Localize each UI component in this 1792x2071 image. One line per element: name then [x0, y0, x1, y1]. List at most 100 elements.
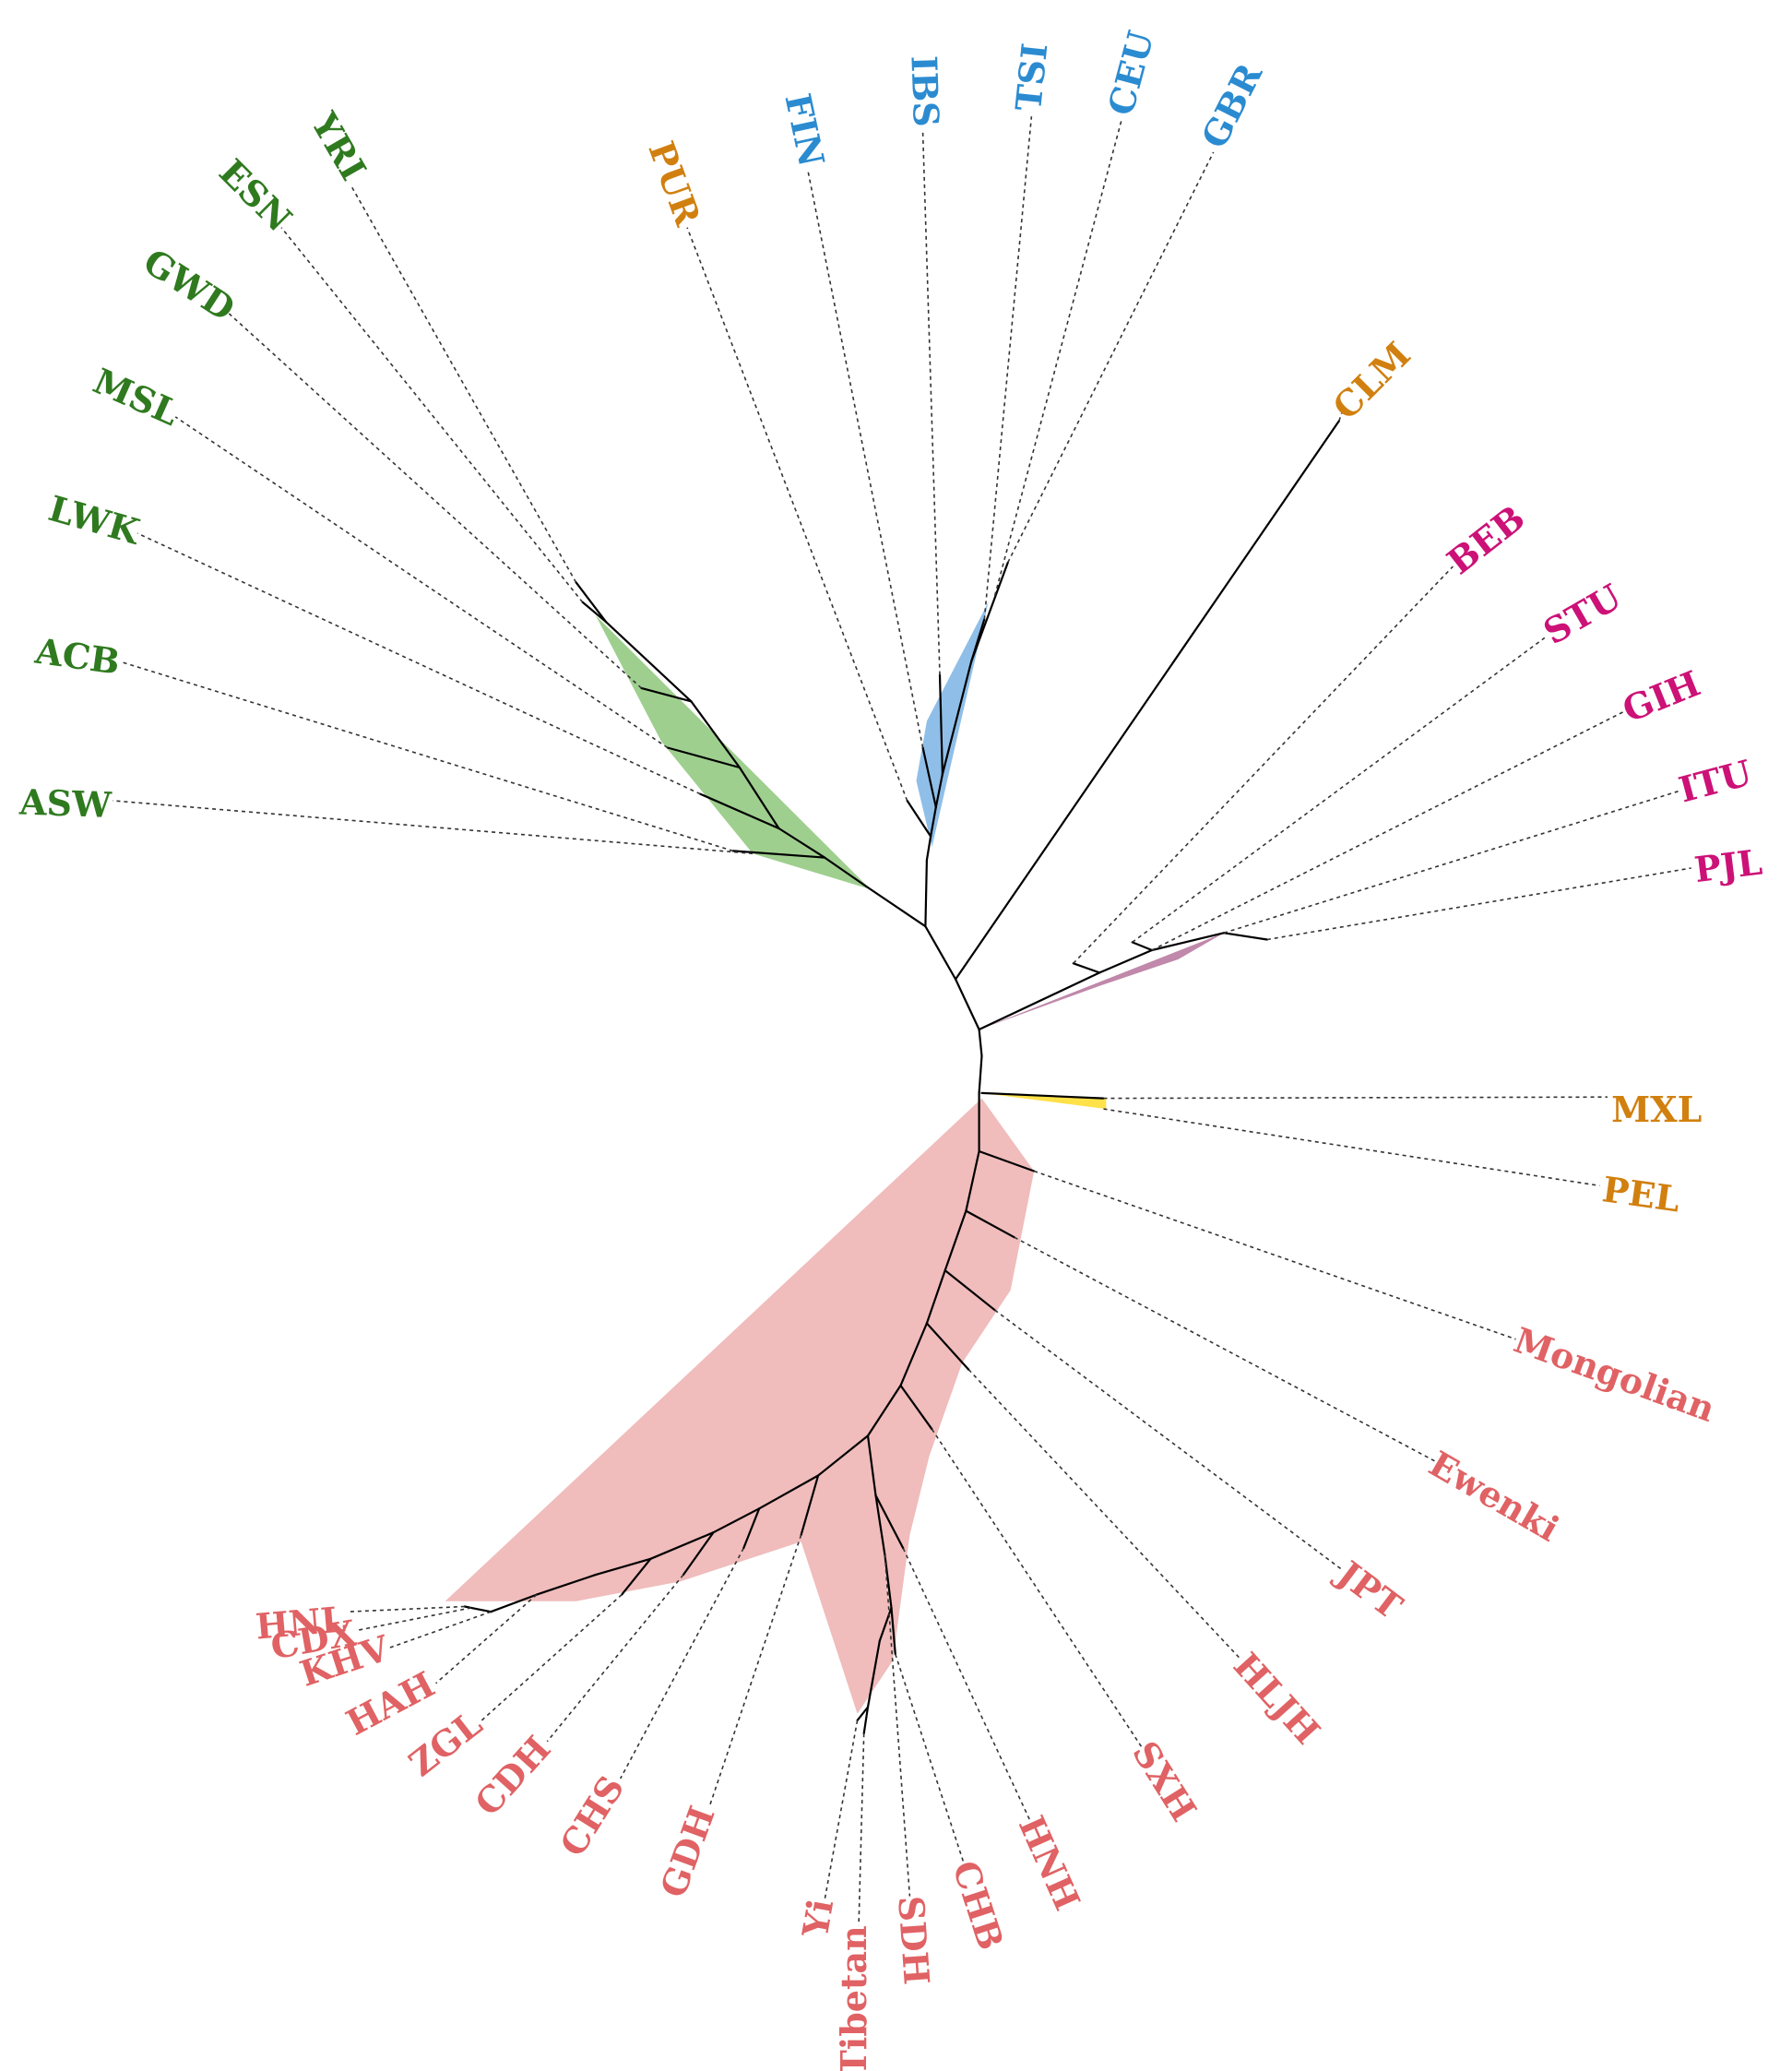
tree-branch [943, 1268, 996, 1312]
tree-branch [777, 827, 826, 859]
leader-line-chs [619, 1548, 744, 1779]
tree-branch [823, 856, 868, 888]
tip-label-fin: FIN [777, 89, 833, 170]
tree-branch [980, 1091, 1105, 1100]
tree-branch [925, 1322, 970, 1371]
tree-branch [1131, 941, 1154, 952]
tip-label-stu: STU [1537, 576, 1628, 652]
tree-branch [865, 885, 927, 928]
leader-line-yri [350, 184, 577, 583]
tree-branch [649, 1531, 715, 1560]
leader-line-msl [174, 416, 669, 749]
leader-line-lwk [136, 532, 701, 795]
tip-label-mxl: MXL [1611, 1089, 1702, 1130]
leader-line-beb [1073, 565, 1454, 964]
tip-label-hnl: HNL [254, 1598, 347, 1647]
leader-line-gbr [1007, 151, 1215, 564]
tree-branch [965, 1209, 1016, 1239]
tree-branch [978, 1054, 983, 1095]
leader-line-mxl [1103, 1096, 1608, 1100]
tree-branch [866, 1639, 881, 1708]
tree-branch [604, 621, 693, 703]
clade-shades [445, 601, 1224, 1714]
tree-branch [924, 925, 957, 981]
tree-branch [594, 1557, 652, 1577]
tree-branch [758, 1474, 820, 1510]
tree-branch [921, 746, 937, 809]
tip-label-gdh: GDH [652, 1801, 723, 1903]
leader-line-clm [1338, 412, 1343, 422]
leader-line-chb [895, 1653, 966, 1866]
tip-label-esn: ESN [211, 151, 300, 240]
tree-branch [965, 1149, 980, 1212]
leader-line-tibetan [858, 1733, 865, 1926]
tip-label-ewenki: Ewenki [1422, 1443, 1566, 1550]
leader-line-gdh [708, 1534, 802, 1807]
tip-label-mongolian: Mongolian [1509, 1319, 1721, 1430]
tree-branch [690, 700, 742, 769]
leader-line-zgl [481, 1594, 623, 1721]
tree-branch [969, 618, 986, 663]
tree-branch [535, 1573, 597, 1596]
leader-line-cdx [357, 1607, 472, 1632]
tip-label-yri: YRI [303, 104, 374, 187]
tree-branch [1098, 948, 1154, 974]
tip-label-zgl: ZGL [401, 1702, 490, 1784]
tree-branch [816, 1434, 870, 1477]
tree-branch [929, 805, 937, 838]
tip-label-tsi: TSI [1007, 42, 1055, 113]
leader-line-hnh [902, 1548, 1031, 1822]
tree-branch [899, 1384, 933, 1431]
tree-branch [1072, 962, 1101, 974]
leader-line-esn [280, 227, 584, 603]
leader-line-cdh [546, 1574, 684, 1743]
tip-label-sxh: SXH [1124, 1733, 1205, 1828]
tree-branch [874, 1494, 886, 1556]
tree-branch [699, 792, 780, 830]
tip-label-pjl: PJL [1692, 841, 1764, 891]
leader-line-hah [435, 1593, 538, 1684]
leader-line-gih [1151, 711, 1624, 951]
african-clade-shade [595, 615, 871, 889]
leader-line-sxh [931, 1428, 1143, 1747]
leader-line-pel [1103, 1108, 1600, 1187]
leader-line-ibs [921, 132, 941, 675]
leader-line-khv [389, 1611, 492, 1648]
tree-branch [738, 766, 780, 830]
leader-line-itu [1223, 791, 1679, 934]
tree-branch [856, 1706, 870, 1722]
leader-line-gwd [228, 313, 642, 689]
leader-line-ewenki [1014, 1236, 1435, 1462]
tree-branches [463, 420, 1341, 1735]
leader-line-hljh [967, 1369, 1242, 1660]
tree-branch [954, 978, 980, 1031]
tree-branch [878, 1606, 893, 1642]
tip-label-hnh: HNH [1011, 1810, 1088, 1917]
tree-branch [742, 1507, 761, 1550]
tip-label-pel: PEL [1600, 1168, 1683, 1220]
tree-branch [575, 581, 608, 624]
tree-branch [1222, 932, 1269, 941]
tip-label-acb: ACB [32, 629, 123, 682]
tip-label-chs: CHS [552, 1768, 633, 1863]
tree-branch [890, 1606, 896, 1656]
leader-line-fin [806, 169, 924, 748]
tree-branch [712, 1507, 761, 1534]
tip-label-ceu: CEU [1099, 27, 1161, 120]
tree-branch [925, 1268, 946, 1325]
leader-line-asw [113, 800, 754, 855]
leader-line-pjl [1266, 867, 1691, 941]
tip-label-ibs: IBS [903, 54, 947, 127]
leader-line-pur [686, 227, 908, 802]
leader-line-mongolian [1033, 1170, 1516, 1340]
tip-label-chb: CHB [944, 1856, 1012, 1955]
tip-label-gwd: GWD [136, 240, 243, 329]
tip-label-msl: MSL [88, 360, 185, 434]
tree-branch [581, 601, 608, 624]
east_asian-clade-shade [445, 1098, 1035, 1714]
tree-branch [800, 1474, 820, 1537]
tip-label-clm: CLM [1324, 334, 1418, 428]
tip-label-sdh: SDH [890, 1895, 938, 1986]
tip-leader-lines [113, 116, 1691, 1926]
